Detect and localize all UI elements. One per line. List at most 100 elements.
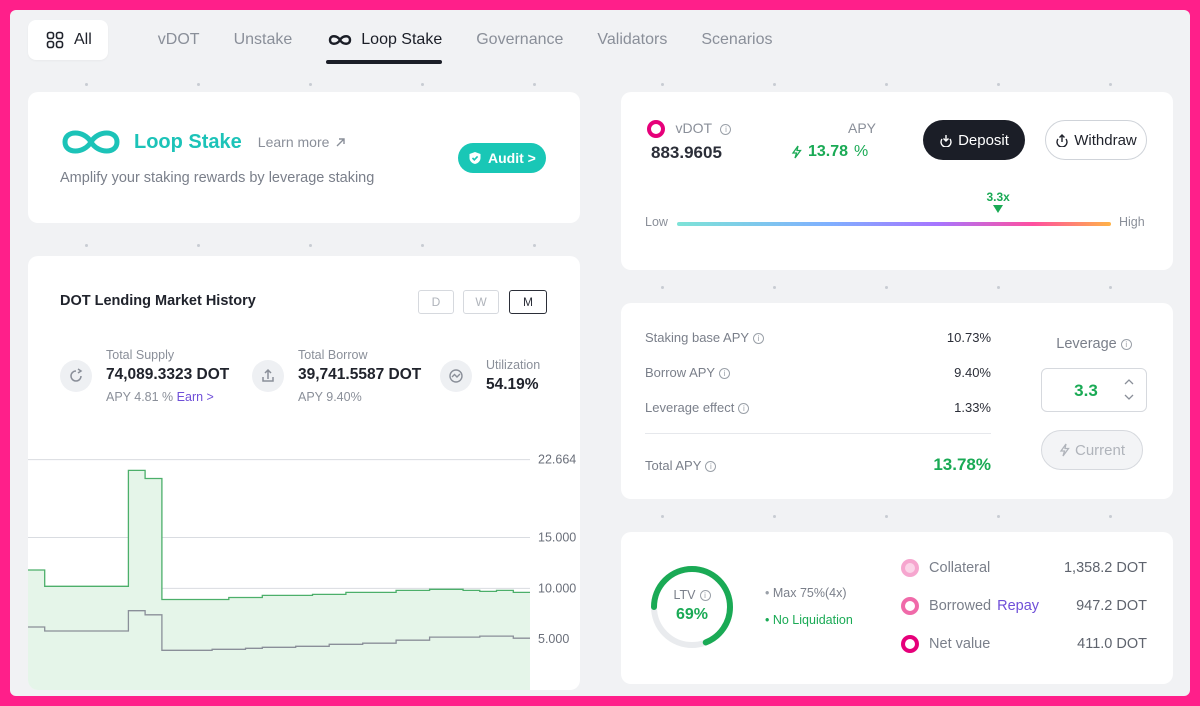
- learn-more-link[interactable]: Learn more: [258, 134, 347, 150]
- info-icon[interactable]: i: [699, 590, 711, 602]
- total-apy-label: Total APY: [645, 457, 702, 473]
- borrow-value: 39,741.5587 DOT: [298, 366, 422, 383]
- tab-vdot[interactable]: vDOT: [158, 20, 200, 60]
- apy-unit: %: [854, 143, 869, 160]
- borrowed-row: Borrowed Repay 947.2 DOT: [901, 597, 1147, 615]
- tab-governance[interactable]: Governance: [476, 20, 563, 60]
- nav-all-button[interactable]: All: [28, 20, 108, 60]
- tab-label: Validators: [597, 31, 668, 48]
- net-value-coin-icon: [901, 635, 919, 653]
- deposit-label: Deposit: [958, 131, 1009, 149]
- supply-apy: APY 4.81 % Earn >: [106, 390, 250, 404]
- repay-link[interactable]: Repay: [997, 597, 1040, 614]
- info-icon[interactable]: i: [719, 368, 731, 380]
- total-borrow-stat: Total Borrow 39,741.5587 DOT APY 9.40%: [252, 348, 432, 404]
- market-history-chart: 22.664 15.000 10.000 5.000: [28, 453, 576, 690]
- ltv-label: LTV i: [647, 588, 737, 602]
- apy-value: 13.78 %: [791, 143, 868, 161]
- utilization-stat: Utilization 54.19%: [440, 348, 580, 394]
- grid-icon: [46, 31, 64, 49]
- net-value-value: 411.0 DOT: [1077, 636, 1147, 652]
- market-history-card: DOT Lending Market History D W M Total S…: [28, 256, 580, 690]
- info-icon[interactable]: i: [720, 123, 732, 135]
- brand: Loop Stake Learn more: [60, 125, 346, 159]
- ltv-card: LTV i 69% • Max 75%(4x) • No Liquidation …: [621, 532, 1173, 684]
- tab-label: Unstake: [233, 31, 293, 48]
- current-button[interactable]: Current: [1041, 430, 1143, 470]
- intro-card: Loop Stake Learn more Amplify your staki…: [28, 92, 580, 223]
- ltv-value: 69%: [675, 606, 709, 623]
- divider-dots: [10, 83, 1190, 87]
- position-card: vDOT i 883.9605 APY 13.78 % Deposit With…: [621, 92, 1173, 270]
- y-tick-label: 15.000: [538, 531, 576, 545]
- apy-row-staking-base: Staking base APY i 10.73%: [645, 330, 991, 345]
- nav-all-label: All: [74, 31, 92, 48]
- utilization-label: Utilization: [486, 358, 541, 372]
- y-tick-label: 22.664: [538, 453, 576, 467]
- arrow-up-right-icon: [336, 137, 346, 146]
- loop-stake-logo-icon: [62, 130, 120, 154]
- deposit-button[interactable]: Deposit: [923, 120, 1025, 160]
- vdot-token: vDOT i: [647, 120, 732, 138]
- borrow-label: Total Borrow: [298, 348, 368, 362]
- divider-dots: [10, 286, 1190, 290]
- stepper-down-icon[interactable]: [1124, 393, 1134, 401]
- info-icon[interactable]: i: [705, 460, 717, 472]
- tab-loop-stake[interactable]: Loop Stake: [326, 20, 442, 64]
- borrowed-label: Borrowed: [929, 597, 992, 614]
- high-label: High: [1119, 215, 1145, 229]
- ltv-gauge: [651, 566, 733, 648]
- deposit-icon: [940, 135, 952, 147]
- low-label: Low: [645, 215, 668, 229]
- series-line: [28, 469, 530, 601]
- range-day-button[interactable]: D: [418, 290, 454, 314]
- withdraw-icon: [1056, 134, 1068, 147]
- tab-validators[interactable]: Validators: [597, 20, 667, 60]
- row-label: Staking base APY: [645, 330, 750, 345]
- vdot-coin-icon: [647, 120, 665, 138]
- borrowed-coin-icon: [901, 597, 919, 615]
- market-title: DOT Lending Market History: [60, 293, 256, 309]
- apy-label: APY: [847, 120, 876, 136]
- collateral-row: Collateral 1,358.2 DOT: [901, 559, 1147, 577]
- shield-check-icon: [469, 152, 481, 164]
- withdraw-label: Withdraw: [1074, 131, 1137, 149]
- range-week-button[interactable]: W: [463, 290, 499, 314]
- info-icon[interactable]: i: [753, 333, 765, 345]
- supply-icon: [60, 360, 92, 392]
- marker-triangle-icon: [993, 205, 1004, 213]
- loop-icon: [329, 35, 352, 45]
- ltv-max: • Max 75%(4x): [765, 586, 847, 600]
- tab-unstake[interactable]: Unstake: [234, 20, 293, 60]
- tagline: Amplify your staking rewards by leverage…: [60, 170, 375, 186]
- apy-row-borrow: Borrow APY i 9.40%: [645, 365, 991, 380]
- row-label: Leverage effect: [645, 400, 735, 415]
- row-value: 1.33%: [954, 400, 991, 415]
- stepper-up-icon[interactable]: [1124, 378, 1134, 386]
- apy-row-total: Total APY i 13.78%: [645, 455, 991, 475]
- info-icon[interactable]: i: [738, 403, 750, 415]
- collateral-label: Collateral: [929, 559, 991, 576]
- brand-name: Loop Stake: [134, 130, 242, 153]
- info-icon[interactable]: i: [1120, 338, 1132, 350]
- bolt-icon: [791, 145, 802, 159]
- app-frame: All vDOT Unstake Loop Stake Governance V…: [10, 10, 1190, 696]
- tab-label: Governance: [476, 31, 564, 48]
- withdraw-button[interactable]: Withdraw: [1045, 120, 1147, 160]
- supply-value: 74,089.3323 DOT: [106, 366, 230, 383]
- utilization-value: 54.19%: [486, 376, 539, 393]
- net-value-row: Net value 411.0 DOT: [901, 635, 1147, 653]
- learn-more-label: Learn more: [257, 134, 330, 150]
- leverage-value: 3.3: [1074, 381, 1098, 400]
- net-value-label: Net value: [929, 635, 991, 652]
- leverage-stepper[interactable]: 3.3: [1041, 368, 1147, 412]
- audit-button[interactable]: Audit >: [458, 143, 546, 173]
- range-month-button[interactable]: M: [509, 290, 547, 314]
- collateral-value: 1,358.2 DOT: [1063, 560, 1147, 576]
- apy-number: 13.78: [808, 143, 849, 160]
- earn-link[interactable]: Earn >: [176, 390, 214, 404]
- divider-dots: [10, 515, 1190, 519]
- bolt-icon: [1059, 443, 1070, 457]
- divider-dots: [10, 244, 1190, 248]
- tab-scenarios[interactable]: Scenarios: [701, 20, 772, 60]
